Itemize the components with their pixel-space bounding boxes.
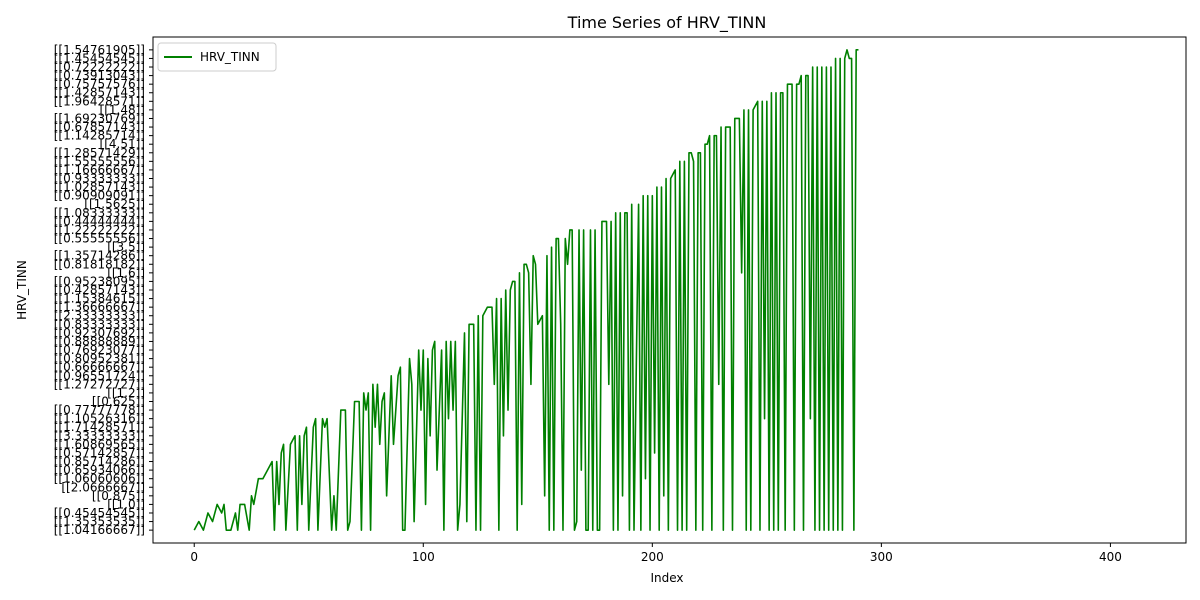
series-layer	[193, 49, 859, 531]
y-tick-label: [[1.10526316]]	[54, 412, 145, 426]
y-tick-label: [[1.6]]	[107, 266, 145, 280]
y-tick-label: [[3.33333333]]	[54, 429, 145, 443]
y-tick-label: [[1.48]]	[100, 103, 145, 117]
y-tick-label: [[0.57142857]]	[54, 446, 145, 460]
y-tick-label: [[0.66666667]]	[54, 360, 145, 374]
x-axis-label: Index	[650, 571, 683, 585]
y-tick-label: [[1.45454545]]	[54, 51, 145, 65]
y-tick-label: [[1.35714286]]	[54, 249, 145, 263]
y-tick-label: [[0.875]]	[92, 489, 145, 503]
x-tick-label: 400	[1099, 550, 1122, 564]
y-tick-label: [[1.71428571]]	[54, 420, 145, 434]
y-tick-label: [[1.54761905]]	[54, 43, 145, 57]
y-tick-label: [[3.5]]	[107, 240, 145, 254]
y-tick-label: [[4.51]]	[100, 137, 145, 151]
y-tick-label: [[1.06060606]]	[54, 472, 145, 486]
y-tick-label: [[1.69230769]]	[54, 111, 145, 125]
y-axis-label: HRV_TINN	[15, 260, 29, 320]
y-tick-label: [[1.08333333]]	[54, 206, 145, 220]
legend: HRV_TINN	[157, 42, 277, 72]
x-tick-label: 0	[190, 550, 198, 564]
y-tick-label: [[1.16666667]]	[54, 163, 145, 177]
y-tick-label: [[1.55555556]]	[54, 154, 145, 168]
y-tick-label: [[0.76923077]]	[54, 343, 145, 357]
plot-area: [[1.04166667]][[1.35353535]][[0.45454545…	[54, 36, 1187, 564]
y-tick-label: [[0.77777778]]	[54, 403, 145, 417]
y-tick-label: [[0.83333333]]	[54, 317, 145, 331]
y-tick-label: [[0.96551724]]	[54, 369, 145, 383]
y-tick-label: [[1.14285714]]	[54, 129, 145, 143]
x-tick-label: 300	[870, 550, 893, 564]
y-tick-label: [[0.625]]	[92, 394, 145, 408]
y-tick-label: [[1.02857143]]	[54, 180, 145, 194]
y-tick-label: [[0.55555556]]	[54, 232, 145, 246]
y-tick-label: [[0.92307692]]	[54, 326, 145, 340]
y-tick-label: [[1.04166667]]	[54, 523, 145, 537]
y-tick-label: [[0.42857143]]	[54, 283, 145, 297]
y-tick-label: [[0.93333333]]	[54, 172, 145, 186]
y-tick-label: [[0.72222222]]	[54, 60, 145, 74]
y-tick-label: [[2.33333333]]	[54, 309, 145, 323]
y-tick-label: [[0.81818182]]	[54, 257, 145, 271]
y-tick-label: [[0.75757576]]	[54, 77, 145, 91]
y-tick-label: [[1.36666667]]	[54, 300, 145, 314]
x-tick-label: 200	[641, 550, 664, 564]
x-tick-label: 100	[412, 550, 435, 564]
y-tick-label: [[1.42857143]]	[54, 86, 145, 100]
y-tick-label: [[1.15384615]]	[54, 292, 145, 306]
y-tick-label: [[0.73913043]]	[54, 69, 145, 83]
y-tick-label: [[0.65934066]]	[54, 463, 145, 477]
y-tick-label: [[1.5625]]	[84, 197, 145, 211]
y-tick-label: [[1.96428571]]	[54, 94, 145, 108]
y-tick-label: [[1.22222222]]	[54, 223, 145, 237]
legend-box	[157, 42, 277, 72]
y-tick-label: [[0.95238095]]	[54, 274, 145, 288]
y-tick-label: [[0.44444444]]	[54, 214, 145, 228]
y-tick-label: [[1.28571429]]	[54, 146, 145, 160]
y-axis: [[1.04166667]][[1.35353535]][[0.45454545…	[54, 43, 153, 537]
y-tick-label: [[1.27272727]]	[54, 377, 145, 391]
series-line-hrv-tinn	[193, 49, 859, 531]
legend-label: HRV_TINN	[200, 50, 260, 64]
y-tick-label: [[0.80952381]]	[54, 352, 145, 366]
y-tick-label: [[1.35353535]]	[54, 515, 145, 529]
chart-title: Time Series of HRV_TINN	[567, 13, 767, 33]
y-tick-label: [[0.85714286]]	[54, 455, 145, 469]
y-tick-label: [[1.60869565]]	[54, 437, 145, 451]
y-tick-label: [[2.0666667]]	[61, 480, 145, 494]
y-tick-label: [[0.90909091]]	[54, 189, 145, 203]
y-tick-label: [[0.45454545]]	[54, 506, 145, 520]
y-tick-label: [[1.0]]	[107, 497, 145, 511]
y-tick-label: [[1.2]]	[107, 386, 145, 400]
x-axis: 0 100 200 300 400	[190, 543, 1122, 564]
y-tick-label: [[0.88888889]]	[54, 334, 145, 348]
y-tick-label: [[0.67857143]]	[54, 120, 145, 134]
